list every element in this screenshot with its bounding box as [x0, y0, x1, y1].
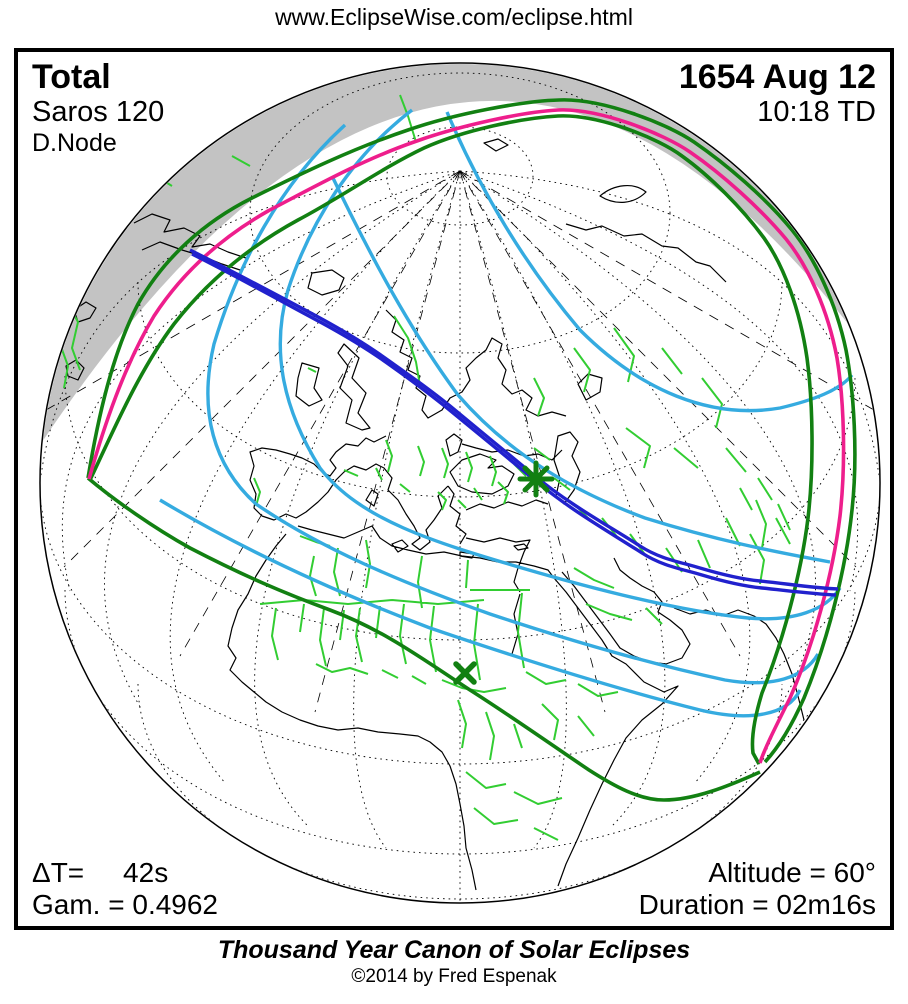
penumbral-limits	[86, 98, 857, 802]
subsolar-point-x	[453, 661, 477, 685]
eclipse-map-frame: Total Saros 120 D.Node 1654 Aug 12 10:18…	[14, 48, 894, 930]
country-borders	[59, 94, 791, 841]
eclipse-info-top-left: Total Saros 120 D.Node	[32, 58, 164, 157]
greatest-eclipse-asterisk	[517, 460, 555, 498]
copyright: ©2014 by Fred Espenak	[351, 966, 557, 987]
eclipse-info-bottom-left: ΔT= 42s Gam. = 0.4962	[32, 857, 218, 920]
altitude-value: Altitude = 60°	[708, 857, 876, 889]
eclipse-globe-map	[39, 62, 881, 904]
twilight-zone	[41, 64, 868, 445]
eclipse-date: 1654 Aug 12	[678, 58, 876, 96]
coastlines	[65, 138, 805, 891]
gamma-value: Gam. = 0.4962	[32, 888, 219, 920]
globe-disk	[40, 63, 880, 903]
duration-value: Duration = 02m16s	[638, 888, 876, 920]
delta-t-value: ΔT= 42s	[32, 857, 169, 889]
cyan-contours	[159, 108, 854, 718]
sunrise-sunset-max-line	[87, 108, 846, 764]
globe-outline	[39, 62, 881, 904]
site-url: www.EclipseWise.com/eclipse.html	[275, 4, 633, 30]
saros-label: Saros 120	[32, 96, 165, 129]
eclipse-info-bottom-right: Altitude = 60° Duration = 02m16s	[639, 857, 876, 920]
eclipse-time: 10:18 TD	[757, 96, 876, 129]
dashed-radials	[41, 170, 879, 713]
eclipse-type-label: Total	[32, 58, 111, 96]
canon-title: Thousand Year Canon of Solar Eclipses	[217, 936, 691, 964]
eclipse-info-top-right: 1654 Aug 12 10:18 TD	[679, 58, 876, 129]
node-label: D.Node	[32, 128, 117, 157]
